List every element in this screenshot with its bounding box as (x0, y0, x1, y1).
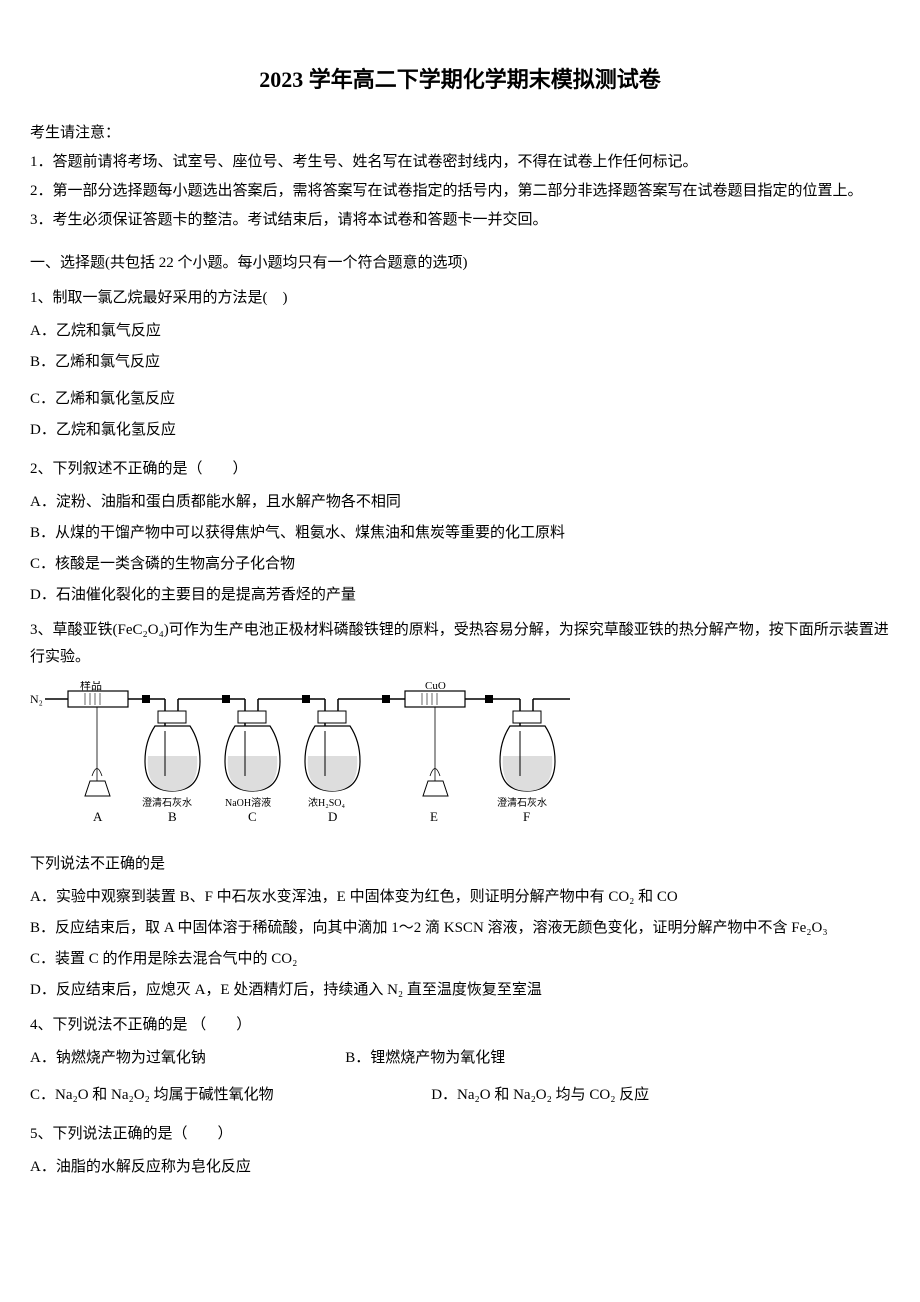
label-A: A (93, 809, 103, 824)
q4-option-B: B．锂燃烧产物为氧化锂 (345, 1045, 505, 1072)
question-3: 3、草酸亚铁(FeC₂O₄)可作为生产电池正极材料磷酸铁锂的原料，受热容易分解，… (30, 617, 890, 1004)
q2-option-C: C．核酸是一类含磷的生物高分子化合物 (30, 551, 890, 578)
question-1-text: 1、制取一氯乙烷最好采用的方法是( ) (30, 285, 890, 312)
q3-option-A: A．实验中观察到装置 B、F 中石灰水变浑浊，E 中固体变为红色，则证明分解产物… (30, 884, 890, 911)
tube-A (68, 691, 128, 707)
burner-A (85, 781, 110, 796)
label-CuO: CuO (425, 681, 446, 692)
instruction-2: 2．第一部分选择题每小题选出答案后，需将答案写在试卷指定的括号内，第二部分非选择… (30, 178, 890, 205)
q1-option-A: A．乙烷和氯气反应 (30, 318, 443, 345)
question-2: 2、下列叙述不正确的是（ ） A．淀粉、油脂和蛋白质都能水解，且水解产物各不相同… (30, 456, 890, 609)
q4-option-C: C．Na₂O 和 Na₂O₂ 均属于碱性氧化物 (30, 1082, 391, 1109)
q1-option-B: B．乙烯和氯气反应 (30, 349, 443, 376)
question-1: 1、制取一氯乙烷最好采用的方法是( ) A．乙烷和氯气反应 B．乙烯和氯气反应 … (30, 285, 890, 448)
q3-option-D: D．反应结束后，应熄灭 A，E 处酒精灯后，持续通入 N₂ 直至温度恢复至室温 (30, 977, 890, 1004)
apparatus-diagram: N₂ 样品 (30, 681, 650, 841)
question-5-text: 5、下列说法正确的是（ ） (30, 1121, 890, 1148)
q5-option-A: A．油脂的水解反应称为皂化反应 (30, 1154, 890, 1181)
q1-option-C: C．乙烯和氯化氢反应 (30, 386, 443, 413)
q1-option-D: D．乙烷和氯化氢反应 (30, 417, 443, 444)
instructions-block: 考生请注意： 1．答题前请将考场、试室号、座位号、考生号、姓名写在试卷密封线内，… (30, 120, 890, 234)
instruction-1: 1．答题前请将考场、试室号、座位号、考生号、姓名写在试卷密封线内，不得在试卷上作… (30, 149, 890, 176)
label-sample: 样品 (80, 681, 102, 692)
reagent-C: NaOH溶液 (225, 796, 271, 809)
reagent-F: 澄清石灰水 (497, 796, 547, 809)
question-2-text: 2、下列叙述不正确的是（ ） (30, 456, 890, 483)
label-F: F (523, 809, 530, 824)
section-header: 一、选择题(共包括 22 个小题。每小题均只有一个符合题意的选项) (30, 250, 890, 277)
label-D: D (328, 809, 337, 824)
burner-E (423, 781, 448, 796)
question-3-text: 3、草酸亚铁(FeC₂O₄)可作为生产电池正极材料磷酸铁锂的原料，受热容易分解，… (30, 617, 890, 671)
q2-option-B: B．从煤的干馏产物中可以获得焦炉气、粗氨水、煤焦油和焦炭等重要的化工原料 (30, 520, 890, 547)
label-C: C (248, 809, 257, 824)
question-4: 4、下列说法不正确的是 （ ） A．钠燃烧产物为过氧化钠 B．锂燃烧产物为氧化锂… (30, 1012, 890, 1113)
q4-option-A: A．钠燃烧产物为过氧化钠 (30, 1045, 305, 1072)
q4-option-D: D．Na₂O 和 Na₂O₂ 均与 CO₂ 反应 (431, 1082, 649, 1109)
q3-option-B: B．反应结束后，取 A 中固体溶于稀硫酸，向其中滴加 1～2 滴 KSCN 溶液… (30, 915, 890, 942)
stopper-B (158, 711, 186, 723)
instructions-header: 考生请注意： (30, 120, 890, 147)
question-4-text: 4、下列说法不正确的是 （ ） (30, 1012, 890, 1039)
q3-option-C: C．装置 C 的作用是除去混合气中的 CO₂ (30, 946, 890, 973)
connector-AB (142, 695, 150, 703)
q2-option-D: D．石油催化裂化的主要目的是提高芳香烃的产量 (30, 582, 890, 609)
document-title: 2023 学年高二下学期化学期末模拟测试卷 (30, 60, 890, 100)
reagent-D: 浓H₂SO₄ (308, 797, 345, 809)
tube-E (405, 691, 465, 707)
label-B: B (168, 809, 177, 824)
q2-option-A: A．淀粉、油脂和蛋白质都能水解，且水解产物各不相同 (30, 489, 890, 516)
question-3-followup: 下列说法不正确的是 (30, 851, 890, 878)
label-N2: N₂ (30, 692, 43, 706)
question-5: 5、下列说法正确的是（ ） A．油脂的水解反应称为皂化反应 (30, 1121, 890, 1181)
label-E: E (430, 809, 438, 824)
instruction-3: 3．考生必须保证答题卡的整洁。考试结束后，请将本试卷和答题卡一并交回。 (30, 207, 890, 234)
reagent-B: 澄清石灰水 (142, 796, 192, 809)
apparatus-svg: N₂ 样品 (30, 681, 650, 841)
